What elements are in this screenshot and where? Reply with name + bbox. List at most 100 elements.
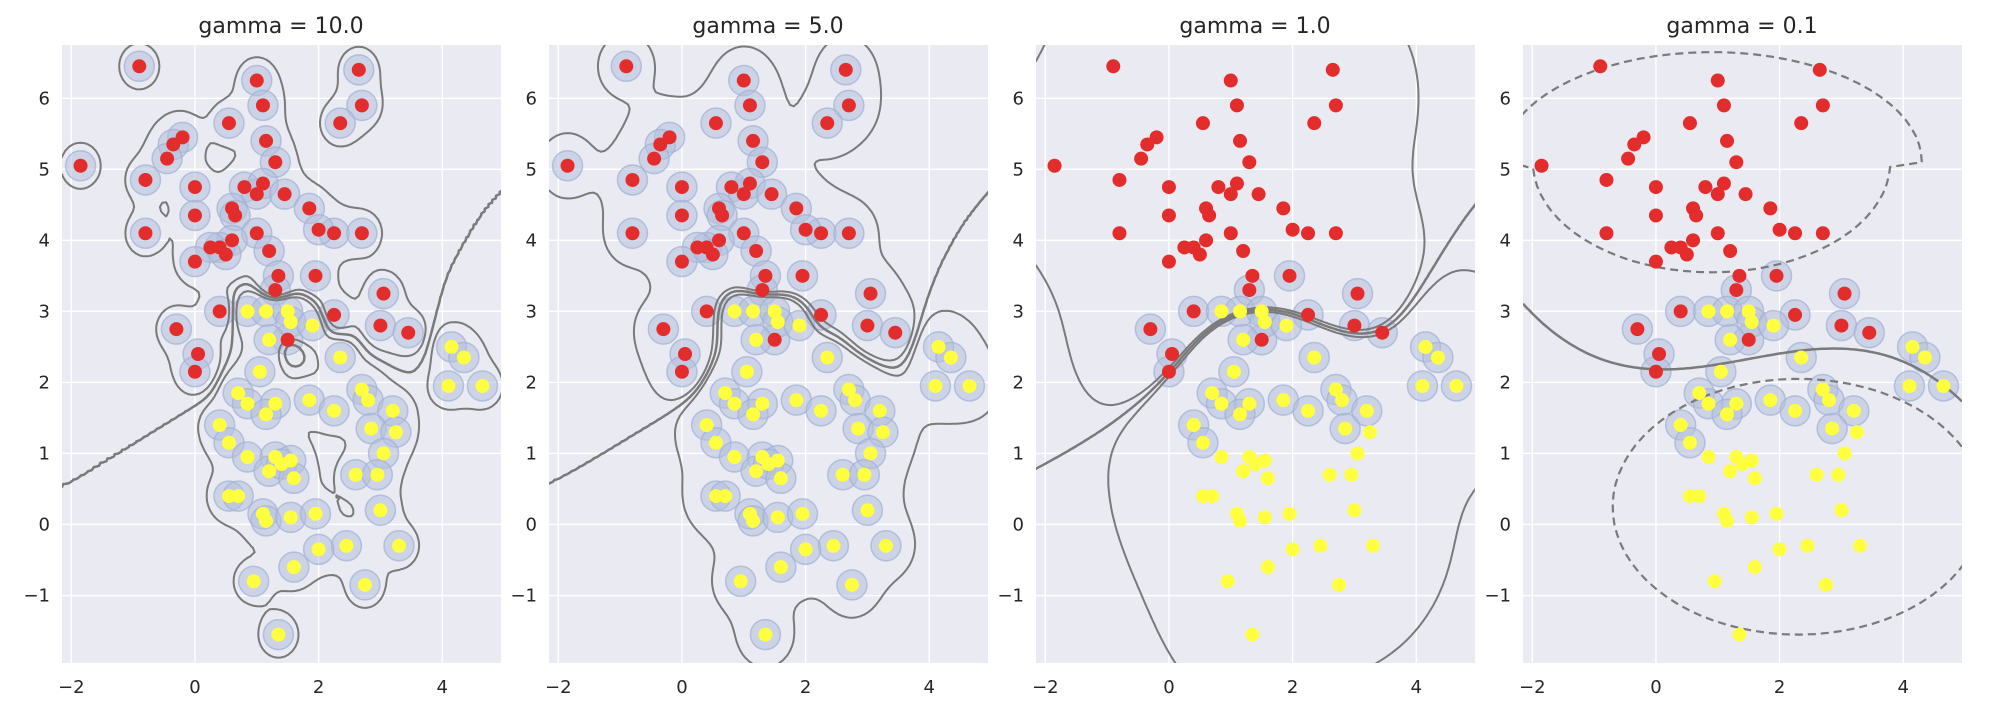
point-class-1: [1788, 403, 1803, 418]
margin: [1523, 51, 1923, 274]
point-class-0: [1143, 322, 1158, 337]
point-class-1: [1205, 489, 1220, 504]
point-class-0: [1165, 347, 1180, 361]
y-tick-label: 0: [39, 514, 50, 535]
y-tick-label: 0: [1500, 514, 1511, 535]
point-class-1: [848, 393, 863, 408]
point-class-0: [327, 307, 342, 322]
point-class-1: [305, 318, 320, 333]
decision-boundary: [549, 190, 988, 485]
point-class-1: [795, 506, 810, 521]
point-class-0: [653, 137, 668, 152]
point-class-1: [1362, 425, 1377, 440]
y-tick-label: 5: [39, 159, 50, 180]
x-tick-label: 4: [924, 677, 935, 698]
point-class-1: [456, 350, 471, 365]
point-class-1: [1257, 315, 1272, 330]
point-class-0: [1621, 151, 1636, 166]
point-class-1: [767, 304, 782, 319]
point-class-1: [348, 467, 363, 482]
point-class-0: [1161, 364, 1176, 379]
point-class-0: [327, 226, 342, 241]
point-class-1: [1701, 396, 1716, 411]
point-class-1: [373, 503, 388, 518]
decision-lines: [549, 45, 988, 663]
y-tick-label: −1: [997, 586, 1024, 607]
point-class-1: [1809, 467, 1824, 482]
point-class-0: [1772, 222, 1787, 237]
point-class-1: [1720, 304, 1735, 319]
point-class-0: [255, 98, 270, 113]
point-class-0: [1599, 226, 1614, 241]
point-class-0: [1710, 226, 1725, 241]
y-tick-label: 4: [1500, 230, 1511, 251]
point-class-1: [1852, 538, 1867, 553]
point-class-1: [1707, 574, 1722, 589]
y-tick-label: 5: [1500, 159, 1511, 180]
point-class-1: [1837, 446, 1852, 461]
point-class-1: [875, 425, 890, 440]
point-class-0: [271, 268, 286, 283]
point-class-1: [1430, 350, 1445, 365]
point-class-0: [354, 98, 369, 113]
point-class-1: [1205, 386, 1220, 401]
point-class-0: [138, 172, 153, 187]
point-class-1: [1794, 350, 1809, 365]
point-class-0: [1834, 318, 1849, 333]
point-class-0: [1140, 137, 1155, 152]
panel-title: gamma = 1.0: [1179, 14, 1330, 39]
point-class-1: [283, 510, 298, 525]
point-class-0: [221, 116, 236, 131]
point-class-0: [1716, 176, 1731, 191]
x-tick-label: 0: [1163, 677, 1174, 698]
point-class-0: [1716, 98, 1731, 113]
point-class-0: [311, 222, 326, 237]
point-class-1: [1214, 304, 1229, 319]
point-class-1: [718, 386, 733, 401]
point-class-1: [1713, 364, 1728, 379]
point-class-1: [1766, 318, 1781, 333]
point-class-0: [1648, 208, 1663, 223]
point-class-0: [1763, 201, 1778, 216]
point-class-1: [391, 538, 406, 553]
point-class-0: [749, 244, 764, 258]
point-class-1: [262, 464, 277, 479]
point-class-1: [259, 513, 274, 528]
point-class-0: [736, 187, 751, 202]
point-class-1: [333, 350, 348, 365]
point-class-1: [1744, 510, 1759, 525]
point-class-0: [1245, 268, 1260, 283]
point-class-1: [1254, 304, 1269, 319]
y-tick-label: −1: [510, 586, 537, 607]
point-class-1: [1831, 467, 1846, 482]
point-class-1: [361, 393, 376, 408]
y-tick-label: 0: [1013, 514, 1024, 535]
y-tick-label: 2: [526, 372, 537, 393]
point-class-0: [1301, 307, 1316, 322]
y-tick-label: 1: [39, 443, 50, 464]
point-class-1: [928, 378, 943, 393]
point-class-1: [851, 421, 866, 436]
point-class-0: [203, 240, 218, 255]
point-class-0: [1732, 268, 1747, 283]
point-class-0: [218, 247, 233, 262]
point-class-0: [132, 59, 147, 74]
point-class-1: [1772, 542, 1787, 557]
point-class-1: [962, 378, 977, 393]
point-class-1: [1233, 513, 1248, 528]
x-tick-label: −2: [1519, 677, 1546, 698]
y-tick-label: 2: [39, 372, 50, 393]
point-class-1: [755, 396, 770, 411]
margin: [674, 293, 988, 663]
point-class-0: [1186, 304, 1201, 319]
point-class-1: [708, 435, 723, 450]
y-tick-label: 3: [1500, 301, 1511, 322]
point-class-0: [1738, 187, 1753, 202]
point-class-0: [888, 325, 903, 340]
point-class-1: [286, 471, 301, 486]
point-class-1: [1673, 418, 1688, 433]
point-class-1: [370, 467, 385, 482]
x-tick-label: 0: [676, 677, 687, 698]
point-class-0: [705, 247, 720, 262]
point-class-0: [228, 208, 243, 223]
